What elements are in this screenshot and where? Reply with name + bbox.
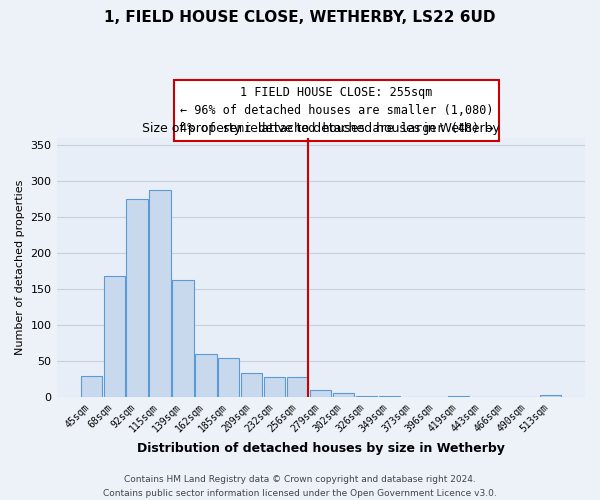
Bar [196, 354, 217, 397]
Bar [172, 280, 194, 397]
Bar [149, 190, 170, 397]
Bar [333, 393, 354, 397]
Bar [379, 396, 400, 397]
X-axis label: Distribution of detached houses by size in Wetherby: Distribution of detached houses by size … [137, 442, 505, 455]
Title: Size of property relative to detached houses in Wetherby: Size of property relative to detached ho… [142, 122, 500, 136]
Text: 1 FIELD HOUSE CLOSE: 255sqm
← 96% of detached houses are smaller (1,080)
4% of s: 1 FIELD HOUSE CLOSE: 255sqm ← 96% of det… [180, 86, 493, 136]
Bar [448, 396, 469, 397]
Bar [264, 378, 286, 397]
Bar [104, 276, 125, 397]
Bar [127, 199, 148, 397]
Bar [218, 358, 239, 397]
Text: 1, FIELD HOUSE CLOSE, WETHERBY, LS22 6UD: 1, FIELD HOUSE CLOSE, WETHERBY, LS22 6UD [104, 10, 496, 25]
Bar [310, 390, 331, 397]
Bar [287, 378, 308, 397]
Bar [241, 373, 262, 397]
Bar [80, 376, 101, 397]
Text: Contains HM Land Registry data © Crown copyright and database right 2024.
Contai: Contains HM Land Registry data © Crown c… [103, 476, 497, 498]
Y-axis label: Number of detached properties: Number of detached properties [15, 180, 25, 355]
Bar [540, 394, 561, 397]
Bar [356, 396, 377, 397]
